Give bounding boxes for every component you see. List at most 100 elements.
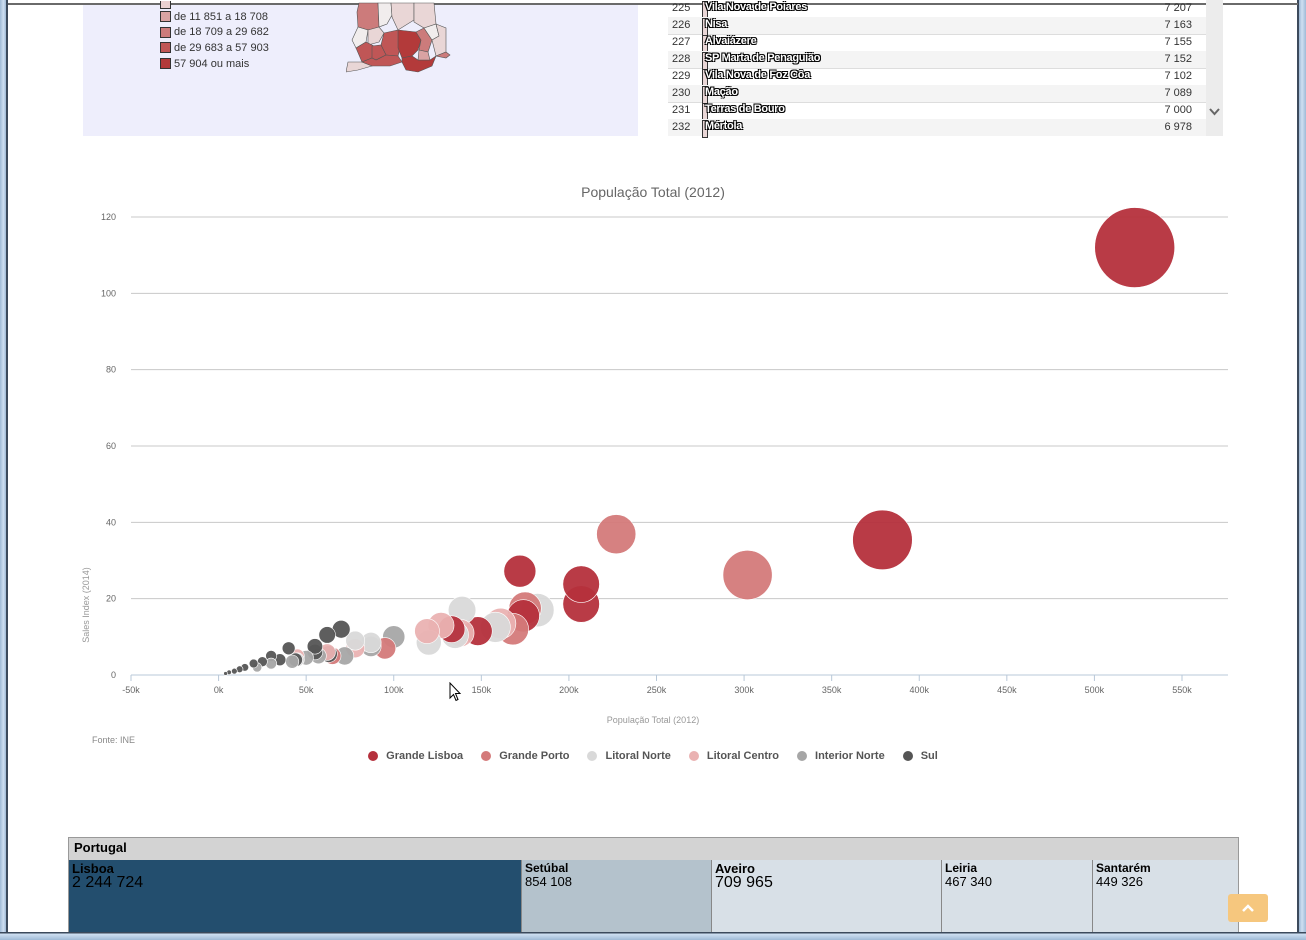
rank-cell: 230 — [672, 87, 691, 99]
legend-item[interactable]: Grande Porto — [481, 750, 569, 762]
map-legend: de 11 851 a 18 708 de 18 709 a 29 682 de… — [160, 1, 269, 71]
bubble-point[interactable] — [248, 658, 259, 669]
legend-item[interactable]: Litoral Norte — [587, 750, 671, 762]
legend-item[interactable]: Litoral Centro — [688, 750, 780, 762]
chart-title: População Total (2012) — [581, 184, 725, 200]
value-cell: 7 102 — [1164, 70, 1192, 82]
x-tick-label: 0k — [214, 685, 224, 695]
rank-cell: 226 — [672, 19, 691, 31]
table-scrollbar[interactable] — [1206, 0, 1223, 136]
rank-cell: 228 — [672, 53, 691, 65]
legend-marker-icon — [368, 751, 379, 761]
table-row[interactable]: 226 Nisa 7 163 — [668, 17, 1206, 36]
treemap-cell-value: 709 965 — [715, 874, 773, 891]
bubble-point[interactable] — [562, 565, 600, 603]
rank-cell: 225 — [672, 2, 691, 14]
x-axis-label: População Total (2012) — [606, 715, 700, 725]
source-note: Fonte: INE — [92, 735, 136, 745]
table-row[interactable]: 227 Alvaiázere 7 155 — [668, 34, 1206, 53]
bubble-point[interactable] — [345, 630, 366, 651]
treemap-cell-leiria[interactable]: Leiria 467 340 — [941, 860, 1092, 933]
y-axis-label: Sales Index (2014) — [81, 567, 91, 643]
legend-item[interactable]: Interior Norte — [797, 750, 885, 762]
bubble-chart: População Total (2012) -50k 0k 50k 100k 150k… — [0, 160, 1306, 780]
value-bar — [702, 120, 708, 138]
value-cell: 7 089 — [1164, 87, 1192, 99]
x-tick-label: 150k — [472, 685, 492, 695]
chart-plot-area: -50k 0k 50k 100k 150k 200k 250k 300k 350k 400k 450… — [101, 207, 1228, 695]
rank-cell: 231 — [672, 104, 691, 116]
bubble-point[interactable] — [596, 514, 637, 555]
x-tick-label: 400k — [909, 685, 929, 695]
map-region — [434, 51, 451, 59]
legend-marker-icon — [902, 751, 913, 761]
map-region — [367, 26, 385, 46]
legend-label: Grande Porto — [499, 750, 570, 762]
x-tick-label: 350k — [822, 685, 842, 695]
page-top-border — [8, 3, 1298, 5]
legend-label: de 11 851 a 18 708 — [174, 10, 268, 23]
chevron-down-icon[interactable] — [1208, 107, 1221, 119]
legend-swatch — [160, 42, 171, 54]
chart-legend: Grande Lisboa Grande Porto Litoral Norte Li… — [0, 750, 1306, 762]
table-row[interactable]: 232 Mértola 6 978 — [668, 119, 1206, 138]
map-legend-item-partial — [160, 1, 269, 9]
bubble-point[interactable] — [231, 667, 238, 675]
treemap-cell-aveiro[interactable]: Aveiro 709 965 — [711, 860, 941, 933]
table-row[interactable]: 225 Vila Nova de Poiares 7 207 — [668, 0, 1206, 19]
map-region — [356, 2, 380, 31]
legend-label: de 29 683 a 57 903 — [174, 41, 269, 54]
legend-label: Sul — [920, 750, 938, 762]
legend-marker-icon — [587, 751, 598, 761]
x-tick-label: 550k — [1172, 685, 1192, 695]
x-tick-label: 250k — [647, 685, 667, 695]
value-cell: 7 163 — [1164, 19, 1192, 31]
choropleth-map-panel: de 11 851 a 18 708 de 18 709 a 29 682 de… — [83, 1, 638, 136]
bubble-point[interactable] — [223, 671, 228, 676]
table-row[interactable]: 230 Mação 7 089 — [668, 85, 1206, 104]
window-frame-left-edge — [6, 0, 8, 940]
legend-marker-icon — [481, 751, 492, 761]
bubble-point[interactable] — [285, 654, 300, 669]
table-row[interactable]: 229 Vila Nova de Foz Côa 7 102 — [668, 68, 1206, 87]
map-legend-item: de 29 683 a 57 903 — [160, 40, 269, 56]
legend-label: de 18 709 a 29 682 — [174, 26, 269, 39]
legend-label: Litoral Centro — [706, 750, 780, 762]
treemap-cell-lisboa[interactable]: Lisboa 2 244 724 — [69, 860, 521, 933]
window-frame-right-edge — [1297, 0, 1299, 940]
treemap-cell-setubal[interactable]: Setúbal 854 108 — [521, 860, 711, 933]
municipality-name: Nisa — [705, 18, 728, 30]
y-tick-label: 40 — [106, 517, 116, 527]
treemap-cell-name: Leiria — [945, 861, 978, 875]
treemap-cell-name: Santarém — [1096, 861, 1151, 875]
bubble-point[interactable] — [318, 626, 336, 644]
y-tick-label: 0 — [111, 670, 116, 680]
bubble-point[interactable] — [503, 554, 537, 588]
treemap-cell-name: Setúbal — [525, 861, 569, 875]
bubble-point[interactable] — [722, 550, 773, 600]
treemap-cell-name: Lisboa — [72, 861, 114, 876]
legend-item[interactable]: Grande Lisboa — [368, 750, 463, 762]
x-tick-label: 50k — [299, 685, 314, 695]
bubble-point[interactable] — [1094, 207, 1176, 288]
x-tick-label: 200k — [559, 685, 579, 695]
value-cell: 7 000 — [1164, 104, 1192, 116]
treemap-root-label[interactable]: Portugal — [74, 840, 127, 855]
treemap-cell-santarem[interactable]: Santarém 449 326 — [1092, 860, 1238, 933]
map-region — [413, 2, 437, 29]
bubble-point[interactable] — [306, 638, 323, 655]
municipality-name: Vila Nova de Foz Côa — [705, 69, 811, 81]
bubble-point[interactable] — [852, 509, 913, 571]
y-tick-label: 120 — [101, 212, 116, 222]
scroll-to-top-button[interactable] — [1228, 894, 1268, 922]
treemap-cell-value: 449 326 — [1096, 874, 1143, 889]
legend-item[interactable]: Sul — [902, 750, 938, 762]
bubble-point[interactable] — [281, 641, 296, 656]
legend-swatch — [160, 26, 171, 38]
algarve-map[interactable] — [346, 0, 476, 80]
treemap-cell-value: 854 108 — [525, 874, 572, 889]
table-row[interactable]: 231 Terras de Bouro 7 000 — [668, 102, 1206, 121]
value-cell: 7 155 — [1164, 36, 1192, 48]
table-row[interactable]: 228 SP Marta de Penaguião 7 152 — [668, 51, 1206, 70]
bubble-point[interactable] — [414, 618, 440, 644]
